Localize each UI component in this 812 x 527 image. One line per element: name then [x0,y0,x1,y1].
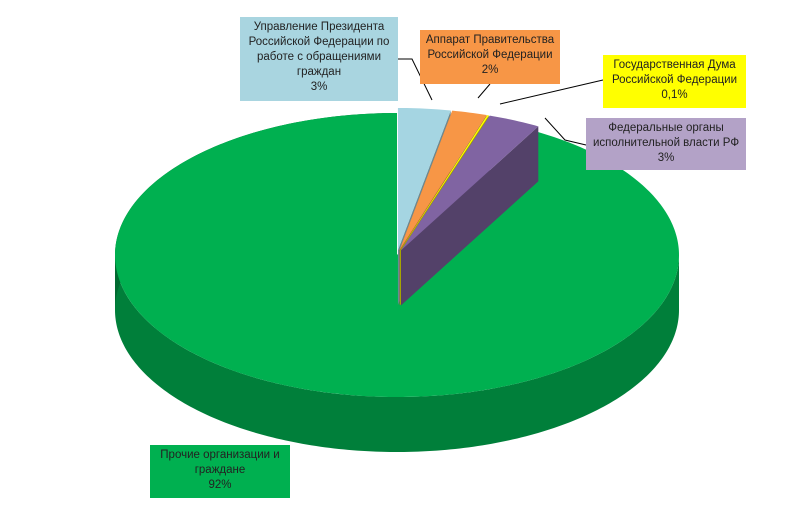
slice-side [115,255,679,452]
leader-line [499,79,604,105]
data-label: Государственная Дума Российской Федераци… [603,55,746,108]
category-label: Государственная Дума Российской Федераци… [611,59,738,86]
category-label: Аппарат Правительства Российской Федерац… [425,34,555,61]
value-label: 0,1% [661,89,688,101]
slice [400,115,489,251]
data-label: Федеральные органы исполнительной власти… [586,118,746,170]
slice [397,107,451,250]
data-label: Аппарат Правительства Российской Федерац… [420,30,560,84]
value-label: 3% [310,81,328,93]
slice [401,115,539,251]
category-label: Федеральные органы исполнительной власти… [592,122,740,149]
slice-side [401,126,539,306]
category-label: Управление Президента Российской Федерац… [248,21,390,78]
value-label: 92% [208,479,232,491]
data-label: Управление Президента Российской Федерац… [240,17,398,101]
slice [115,113,679,397]
category-label: Прочие организации и граждане [160,449,280,476]
data-label: Прочие организации и граждане 92% [150,445,290,498]
value-label: 3% [657,152,675,164]
slice [399,110,487,251]
value-label: 2% [481,64,499,76]
leader-line [477,83,491,99]
leader-line [398,58,433,101]
leader-line [544,117,587,146]
